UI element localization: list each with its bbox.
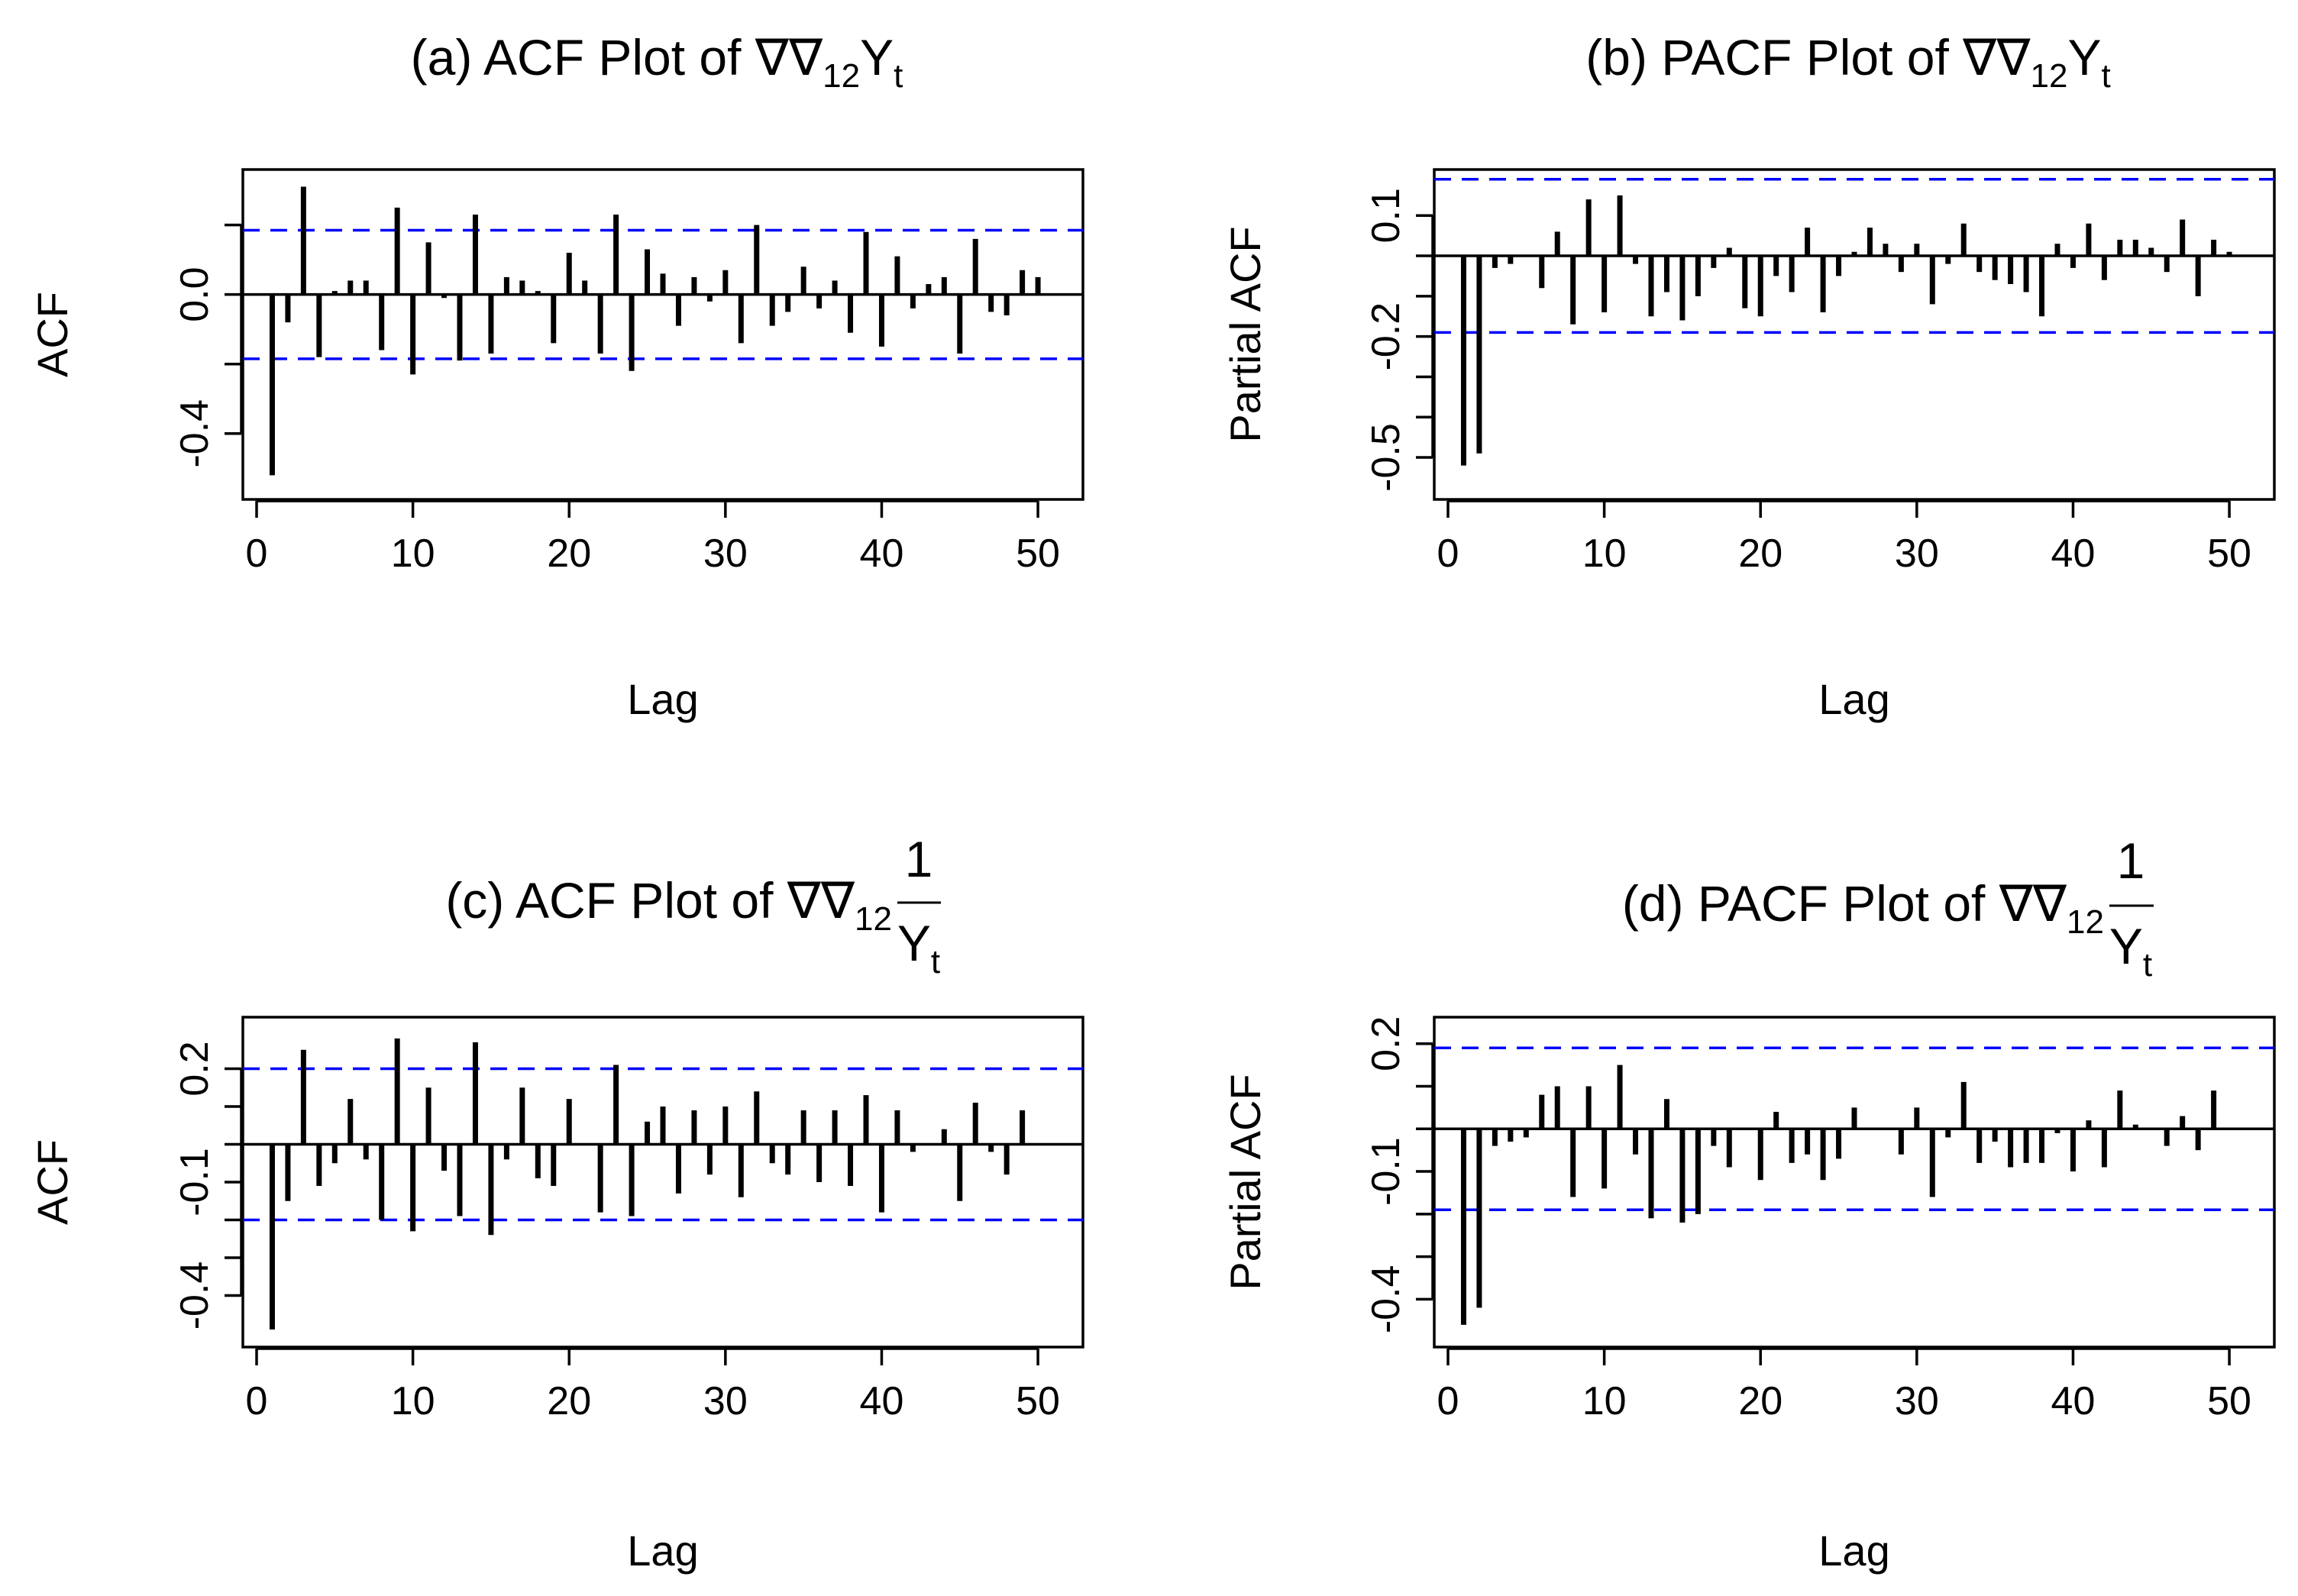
panel-c-bars [269,1038,1026,1330]
svg-text:Yt: Yt [897,915,940,981]
panel-a-x-tick-label: 30 [703,531,748,576]
panel-d-x-tick-label: 50 [2207,1379,2251,1423]
panel-a-x-tick-label: 10 [391,531,435,576]
panel-d-x-tick-label: 20 [1738,1379,1782,1423]
svg-text:1: 1 [2117,832,2145,889]
panel-a-y-tick-label: -0.4 [173,399,217,468]
panel-d-xlabel: Lag [1818,1527,1889,1575]
panel-c-x-tick-label: 0 [246,1379,268,1423]
panel-d-x-tick-label: 10 [1582,1379,1627,1423]
panel-c: (c) ACF Plot of ∇∇12 1 Yt 0 10 20 30 40 50 -0.… [28,831,1084,1575]
panel-d-y-tick-label: -0.4 [1364,1265,1408,1334]
svg-text:(c) ACF Plot of ∇∇12: (c) ACF Plot of ∇∇12 [445,872,892,938]
panel-b-bars [1460,195,2232,466]
panel-b-x-tick-label: 40 [2051,531,2096,576]
svg-text:1: 1 [905,831,933,887]
panel-b-xlabel: Lag [1818,675,1889,723]
panel-d-y-tick-label: 0.2 [1364,1016,1408,1071]
panel-b: (b) PACF Plot of ∇∇12Yt 0 10 20 30 40 50 -0.5 -… [1221,29,2276,723]
panel-c-frame [241,1016,1084,1349]
panel-a: (a) ACF Plot of ∇∇12Yt 0 10 20 30 40 50 -0.4 0.… [28,29,1084,723]
panel-d-frame [1433,1016,2276,1349]
panel-a-title: (a) ACF Plot of ∇∇12Yt [411,29,903,95]
panel-a-bars [269,186,1041,476]
panel-c-x-tick-label: 10 [391,1379,435,1423]
panel-c-y-tick-label: -0.4 [173,1262,217,1330]
panel-c-axes: 0 10 20 30 40 50 -0.4 -0.1 0.2 [173,1041,1060,1423]
panel-d-axes: 0 10 20 30 40 50 -0.4 -0.1 0.2 [1364,1016,2251,1423]
panel-c-x-tick-label: 30 [703,1379,748,1423]
panel-c-x-tick-label: 50 [1016,1379,1060,1423]
panel-b-axes: 0 10 20 30 40 50 -0.5 -0.2 0.1 [1364,188,2251,576]
panel-a-ylabel: ACF [28,292,76,377]
panel-a-x-tick-label: 0 [246,531,268,576]
panel-b-x-tick-label: 20 [1738,531,1782,576]
panel-a-x-tick-label: 50 [1016,531,1060,576]
panel-a-frame [241,168,1084,501]
panel-c-xlabel: Lag [627,1527,698,1575]
panel-c-x-tick-label: 20 [547,1379,591,1423]
panel-d: (d) PACF Plot of ∇∇12 1 Yt 0 10 20 30 40 50 -0… [1221,832,2276,1575]
panel-d-x-tick-label: 30 [1895,1379,1939,1423]
panel-d-ylabel: Partial ACF [1221,1074,1269,1290]
svg-text:Yt: Yt [2109,918,2152,984]
panel-c-title: (c) ACF Plot of ∇∇12 1 Yt [445,831,941,981]
panel-b-y-tick-label: -0.5 [1364,423,1408,492]
svg-text:(d) PACF Plot of ∇∇12: (d) PACF Plot of ∇∇12 [1622,875,2104,941]
panel-a-y-tick-label: 0.0 [173,267,217,322]
panel-b-x-tick-label: 30 [1895,531,1939,576]
panel-d-title: (d) PACF Plot of ∇∇12 1 Yt [1622,832,2154,984]
panel-b-x-tick-label: 10 [1582,531,1627,576]
panel-b-y-tick-label: 0.1 [1364,188,1408,243]
panel-b-frame [1433,168,2276,501]
panel-d-bars [1460,1065,2217,1325]
panel-b-title: (b) PACF Plot of ∇∇12Yt [1585,29,2110,95]
panel-a-xlabel: Lag [627,675,698,723]
panel-b-ylabel: Partial ACF [1221,226,1269,442]
panel-c-x-tick-label: 40 [860,1379,904,1423]
panel-d-x-tick-label: 0 [1437,1379,1459,1423]
panel-a-x-tick-label: 20 [547,531,591,576]
panel-d-x-tick-label: 40 [2051,1379,2096,1423]
panel-b-x-tick-label: 0 [1437,531,1459,576]
panel-a-x-tick-label: 40 [860,531,904,576]
panel-c-y-tick-label: 0.2 [173,1041,217,1096]
panel-a-axes: 0 10 20 30 40 50 -0.4 0.0 [173,223,1060,576]
panel-d-y-tick-label: -0.1 [1364,1137,1408,1206]
panel-b-x-tick-label: 50 [2207,531,2251,576]
panel-b-y-tick-label: -0.2 [1364,302,1408,371]
panel-c-ylabel: ACF [28,1139,76,1225]
panel-c-y-tick-label: -0.1 [173,1148,217,1216]
